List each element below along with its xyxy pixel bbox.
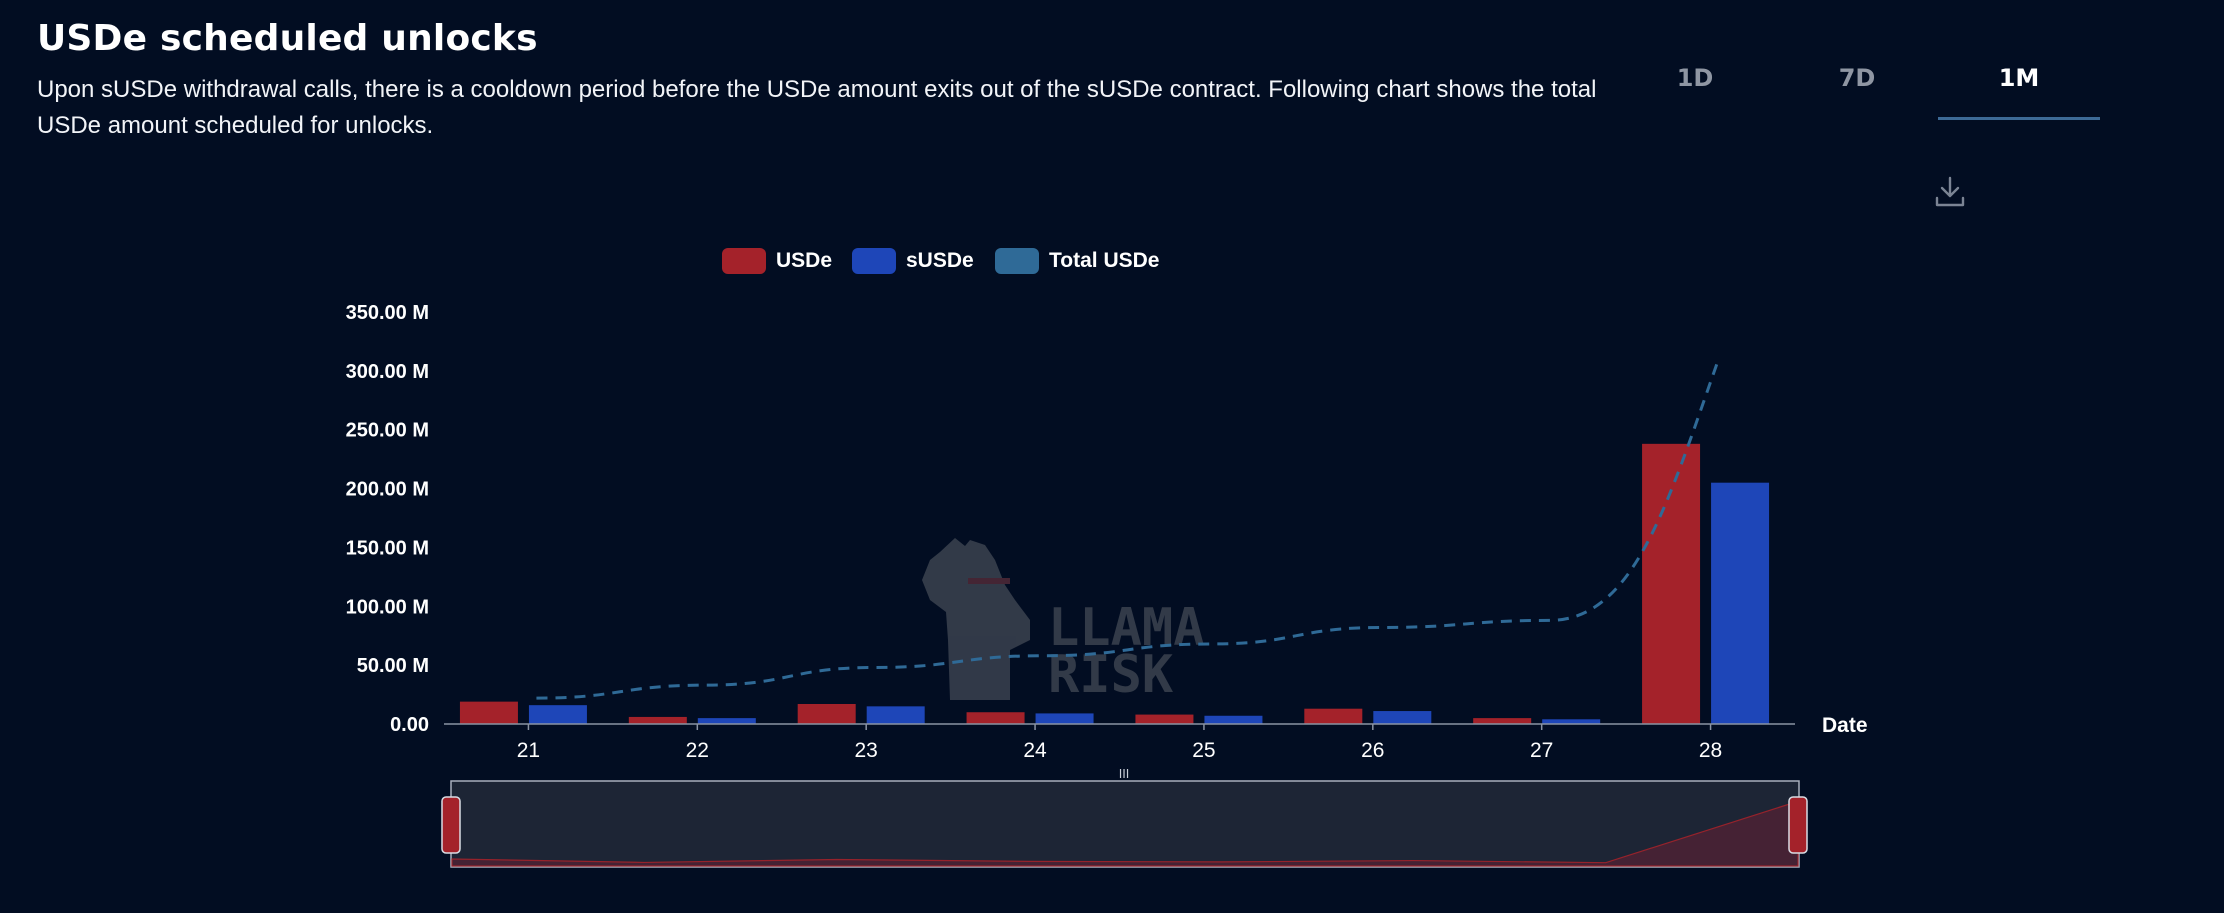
x-axis: 21 22 23 24 25 26 27 28 (517, 724, 1722, 762)
y-tick-label: 150.00 M (346, 537, 429, 559)
legend-item-susde[interactable]: sUSDe (852, 246, 974, 276)
zoom-track[interactable] (450, 780, 1800, 868)
x-tick-label: 28 (1699, 739, 1722, 762)
x-tick-label: 26 (1361, 739, 1384, 762)
tab-7d[interactable]: 7D (1838, 64, 1876, 92)
bar-usde[interactable] (1135, 714, 1194, 724)
x-tick-label: 21 (517, 739, 540, 762)
bar-susde[interactable] (528, 705, 587, 724)
download-icon[interactable] (1932, 174, 1968, 210)
y-tick-label: 0.00 (390, 714, 429, 736)
bar-usde[interactable] (1304, 708, 1363, 724)
y-tick-label: 300.00 M (346, 361, 429, 383)
llama-hat-band (968, 578, 1010, 584)
zoom-handle-right[interactable] (1788, 796, 1808, 854)
zoom-handle-left[interactable] (441, 796, 461, 854)
y-tick-label: 350.00 M (346, 302, 429, 324)
bar-susde[interactable] (1035, 713, 1094, 724)
x-tick-label: 24 (1023, 739, 1047, 762)
bar-usde[interactable] (459, 701, 518, 724)
x-tick-label: 27 (1530, 739, 1553, 762)
bar-usde[interactable] (1473, 718, 1532, 724)
bar-usde[interactable] (1642, 443, 1701, 724)
y-axis: 0.00 50.00 M 100.00 M 150.00 M 200.00 M 250.0… (346, 302, 429, 736)
series-line-total-usde (536, 358, 1720, 700)
bar-usde[interactable] (628, 716, 687, 724)
zoom-grip-label: III (1119, 767, 1130, 781)
chart-description: Upon sUSDe withdrawal calls, there is a … (37, 76, 1597, 139)
bar-usde[interactable] (966, 712, 1025, 724)
y-tick-label: 50.00 M (357, 655, 429, 677)
data-zoom-slider[interactable]: III (441, 767, 1808, 868)
legend-item-total-usde[interactable]: Total USDe (995, 246, 1159, 276)
legend-item-usde[interactable]: USDe (722, 246, 832, 276)
y-tick-label: 200.00 M (346, 479, 429, 501)
x-tick-label: 22 (686, 739, 709, 762)
bar-susde[interactable] (866, 706, 925, 724)
y-tick-label: 250.00 M (346, 420, 429, 442)
x-tick-label: 25 (1192, 739, 1215, 762)
bar-usde[interactable] (797, 703, 856, 724)
page-title: USDe scheduled unlocks (37, 18, 538, 59)
tab-1d[interactable]: 1D (1676, 64, 1714, 92)
x-tick-label: 23 (855, 739, 878, 762)
watermark-text-llama: LLAMA (1048, 598, 1205, 658)
bar-susde[interactable] (697, 718, 756, 724)
llama-head-shape (922, 538, 1030, 700)
y-tick-label: 100.00 M (346, 596, 429, 618)
legend-swatch-susde (852, 248, 896, 274)
legend-swatch-total-usde (995, 248, 1039, 274)
bars-group (459, 443, 1770, 724)
bar-susde[interactable] (1204, 715, 1263, 724)
bar-susde[interactable] (1373, 711, 1432, 724)
bar-susde[interactable] (1542, 719, 1601, 724)
bar-susde[interactable] (1711, 482, 1770, 724)
tab-active-indicator (1938, 117, 2100, 120)
x-axis-title: Date (1822, 714, 1868, 737)
time-range-tabs: 1D 7D 1M (1614, 48, 2102, 122)
legend-swatch-usde (722, 248, 766, 274)
tab-1m[interactable]: 1M (1938, 48, 2100, 120)
llama-risk-watermark: LLAMA RISK (922, 538, 1205, 705)
